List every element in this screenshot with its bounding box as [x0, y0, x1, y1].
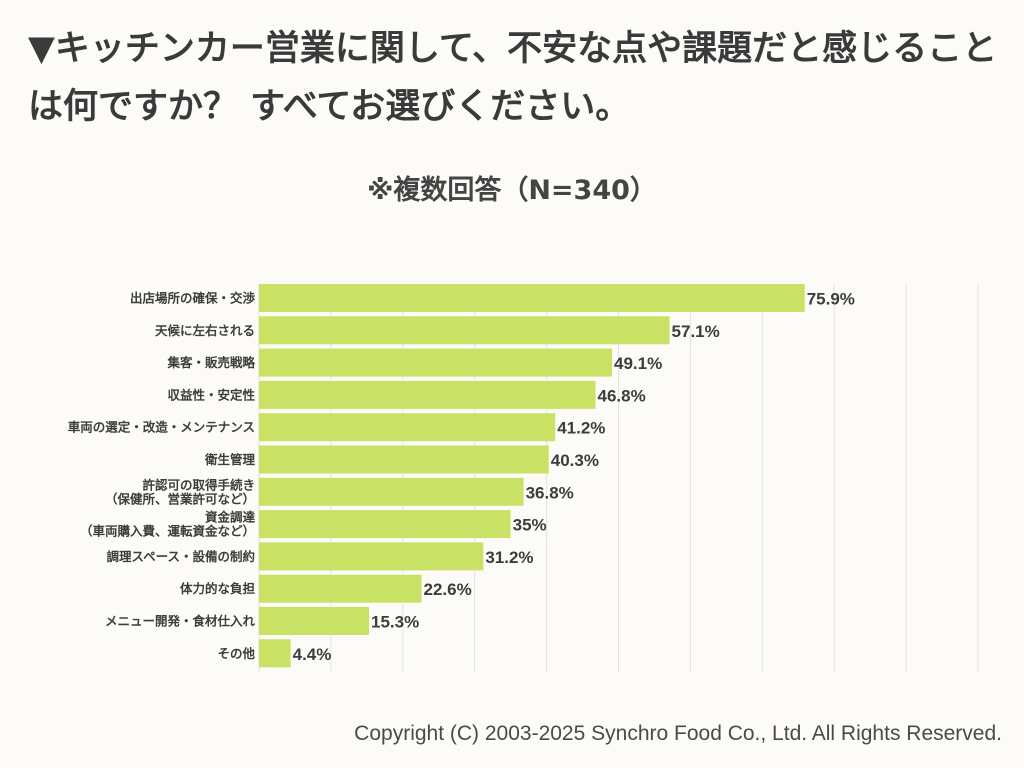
category-label: 衛生管理 — [204, 452, 256, 467]
value-label: 40.3% — [551, 451, 599, 470]
value-label: 46.8% — [597, 386, 645, 405]
bar — [259, 348, 613, 377]
value-label: 49.1% — [614, 354, 662, 373]
bar — [259, 510, 511, 539]
category-label-layer: 出店場所の確保・交渉天候に左右される集客・販売戦略収益性・安定性車両の選定・改造… — [68, 291, 256, 661]
value-label: 15.3% — [371, 613, 419, 632]
category-label: 車両の選定・改造・メンテナンス — [68, 420, 255, 435]
category-label: 出店場所の確保・交渉 — [130, 291, 256, 306]
bar — [259, 542, 484, 571]
value-label: 36.8% — [526, 483, 574, 502]
bar — [259, 284, 805, 312]
value-label: 4.4% — [293, 645, 332, 664]
bar — [259, 607, 370, 635]
category-label: 調理スペース・設備の制約 — [106, 549, 255, 564]
bar — [259, 639, 291, 668]
category-label: 天候に左右される — [155, 323, 255, 338]
value-label: 57.1% — [672, 322, 720, 341]
bar — [259, 574, 422, 603]
value-label-layer: 75.9% 57.1% 49.1% 46.8% 41.2% 40.3% 36.8% 35% 31… — [293, 290, 855, 664]
category-label: 体力的な負担 — [180, 581, 256, 596]
category-label: その他 — [217, 646, 255, 661]
category-label: 資金調達（車両購入費、運転資金など） — [80, 510, 256, 539]
page-title: ▼キッチンカー営業に関して、不安な点や課題だと感じることは何ですか？ すべてお選… — [28, 29, 998, 127]
value-label: 41.2% — [557, 419, 605, 438]
copyright-text: Copyright (C) 2003-2025 Synchro Food Co.… — [354, 722, 1002, 745]
bar-layer — [259, 284, 805, 668]
bar — [259, 413, 556, 442]
category-label: 許認可の取得手続き（保健所、営業許可など） — [105, 477, 255, 506]
chart-subtitle: ※複数回答（N=340） — [367, 175, 657, 206]
value-label: 35% — [513, 516, 547, 535]
category-label: 収益性・安定性 — [167, 387, 255, 402]
category-label: 集客・販売戦略 — [166, 355, 255, 370]
value-label: 31.2% — [485, 548, 533, 567]
bar — [259, 316, 670, 345]
bar — [259, 445, 549, 474]
bar — [259, 380, 596, 409]
bar — [259, 477, 524, 506]
category-label: メニュー開発・食材仕入れ — [105, 614, 256, 629]
value-label: 22.6% — [423, 580, 471, 599]
value-label: 75.9% — [807, 290, 855, 309]
